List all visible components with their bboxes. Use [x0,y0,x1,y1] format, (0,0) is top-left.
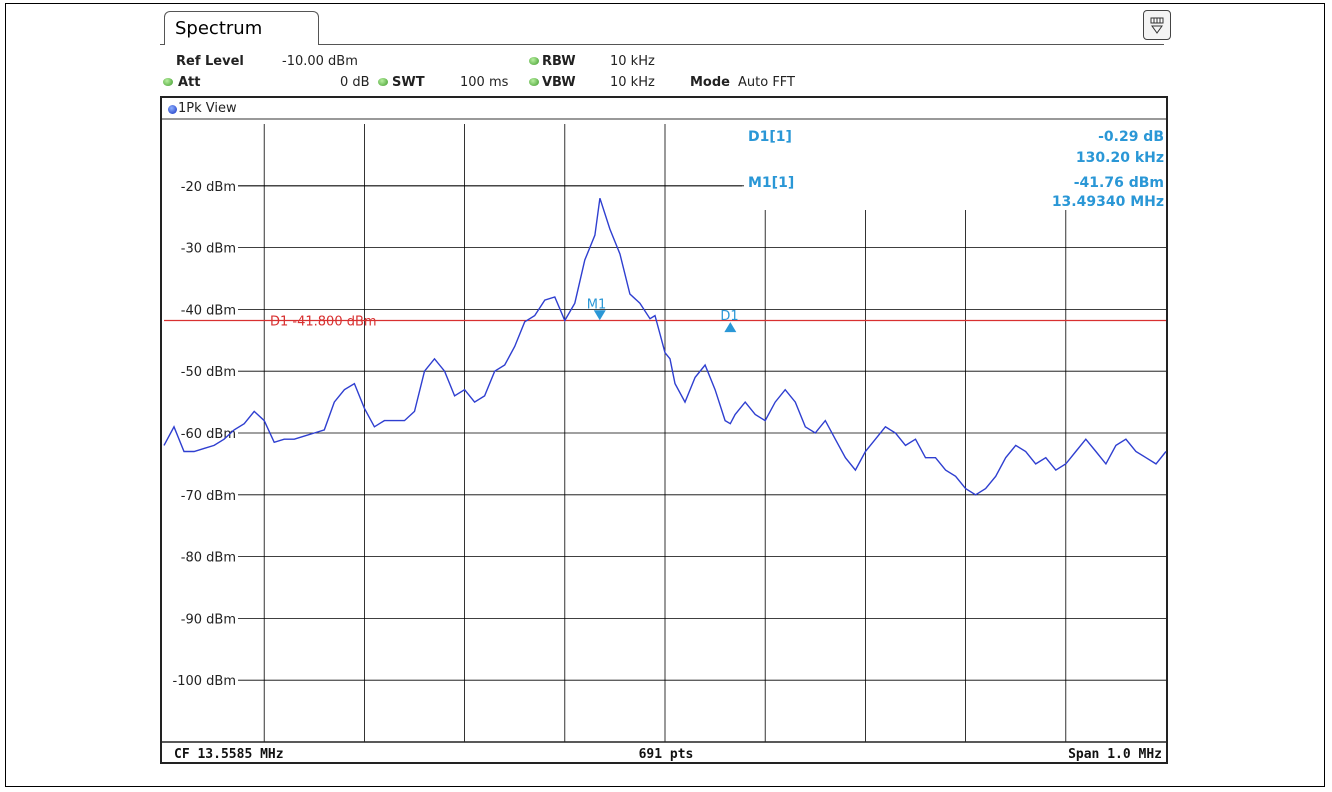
tab-spectrum[interactable]: Spectrum [164,11,319,45]
y-tick-label: -40 dBm [181,303,236,318]
rbw-label: RBW [542,54,576,69]
ref-level-label: Ref Level [176,54,244,69]
marker-d1[interactable] [724,322,737,333]
y-tick-label: -60 dBm [181,427,236,442]
tab-baseline-right [319,44,1164,45]
vbw-value: 10 kHz [610,75,655,90]
delta-marker-label: D1[1] [748,129,792,145]
menu-icon [1150,17,1164,34]
center-frequency: CF 13.5585 MHz [174,747,284,762]
tab-baseline-left [160,44,164,45]
marker-m1[interactable] [593,310,606,321]
swt-status-led [378,78,388,86]
delta-marker-level: -0.29 dB [1098,129,1164,145]
att-status-led [163,78,173,86]
marker-d1-tag: D1 [720,309,738,324]
trace-indicator-led [168,105,177,114]
y-tick-label: -90 dBm [181,612,236,627]
y-tick-label: -20 dBm [181,180,236,195]
mode-label: Mode [690,75,730,90]
grid [238,124,1166,742]
y-tick-label: -70 dBm [181,489,236,504]
span: Span 1.0 MHz [1068,747,1162,762]
ref-level-value: -10.00 dBm [282,54,358,69]
marker-info-box [742,124,1166,210]
delta-marker-frequency: 130.20 kHz [1076,150,1164,166]
marker-frequency: 13.49340 MHz [1052,194,1164,210]
window-frame [5,3,1325,787]
view-label: 1Pk View [178,101,237,116]
vbw-label: VBW [542,75,576,90]
trace-line [163,197,1167,496]
y-tick-label: -100 dBm [173,674,236,689]
att-label: Att [178,75,201,90]
y-tick-label: -30 dBm [181,242,236,257]
tab-title: Spectrum [175,18,263,39]
rbw-value: 10 kHz [610,54,655,69]
marker-level: -41.76 dBm [1074,175,1164,191]
mode-value: Auto FFT [738,75,795,90]
sweep-points: 691 pts [639,747,694,762]
y-tick-label: -50 dBm [181,365,236,380]
swt-value: 100 ms [460,75,509,90]
y-tick-label: -80 dBm [181,551,236,566]
rbw-status-led [529,57,539,65]
marker-label: M1[1] [748,175,794,191]
marker-m1-tag: M1 [587,297,607,312]
att-value: 0 dB [340,75,370,90]
swt-label: SWT [392,75,425,90]
y-tick-labels: -20 dBm -30 dBm -40 dBm -50 dBm -60 dBm -70 d… [173,180,236,689]
menu-button[interactable] [1143,10,1171,40]
display-line-label: D1 -41.800 dBm [270,315,377,330]
vbw-status-led [529,78,539,86]
